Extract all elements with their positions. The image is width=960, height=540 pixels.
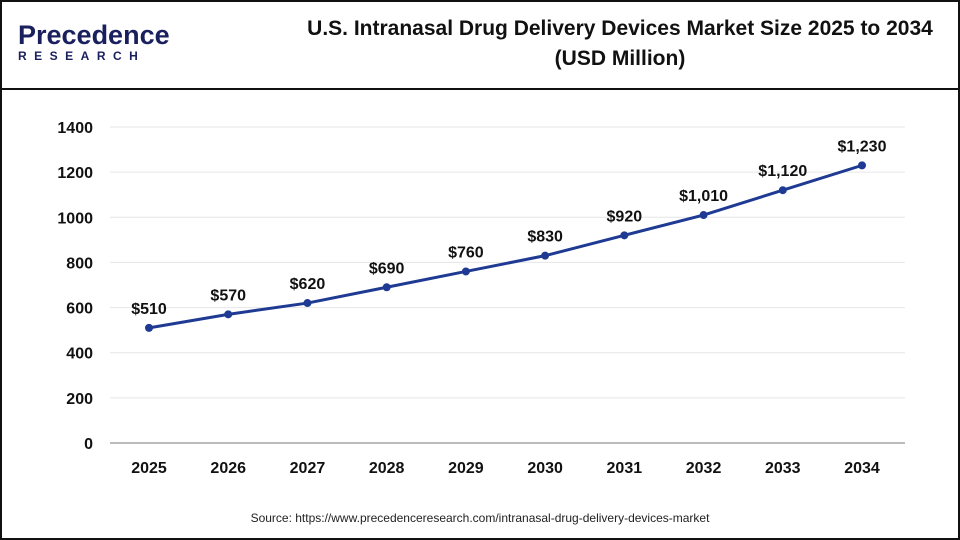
data-point [224, 310, 233, 319]
data-point [620, 231, 629, 240]
data-label: $1,010 [679, 188, 728, 205]
x-tick-label: 2032 [686, 460, 722, 477]
x-tick-label: 2027 [290, 460, 326, 477]
data-point [461, 267, 470, 276]
data-point [541, 251, 550, 260]
x-tick-label: 2028 [369, 460, 405, 477]
x-tick-label: 2031 [607, 460, 643, 477]
x-tick-label: 2026 [210, 460, 246, 477]
data-point [303, 299, 312, 308]
x-tick-label: 2025 [131, 460, 167, 477]
y-tick-label: 0 [84, 436, 93, 453]
data-point [858, 161, 866, 170]
logo-sub-text: RESEARCH [18, 49, 146, 63]
title-line-1: U.S. Intranasal Drug Delivery Devices Ma… [307, 17, 933, 40]
y-tick-label: 800 [66, 255, 93, 272]
y-tick-label: 600 [66, 301, 93, 318]
data-label: $1,230 [838, 138, 887, 155]
title-line-2: (USD Million) [554, 47, 686, 70]
data-label: $830 [527, 229, 563, 246]
data-point [382, 283, 391, 292]
logo-main-text: Precedence [18, 20, 170, 50]
source-note: Source: https://www.precedenceresearch.c… [250, 511, 710, 525]
data-label: $570 [210, 287, 246, 304]
y-tick-label: 200 [66, 391, 93, 408]
data-point [778, 186, 787, 195]
chart-title: U.S. Intranasal Drug Delivery Devices Ma… [300, 14, 940, 74]
data-point [145, 323, 153, 332]
data-label: $920 [607, 208, 643, 225]
x-tick-label: 2029 [448, 460, 484, 477]
x-tick-label: 2034 [844, 460, 880, 477]
logo: Precedence RESEARCH [18, 20, 170, 64]
y-tick-label: 1000 [57, 210, 93, 227]
header-divider [0, 88, 960, 90]
x-tick-label: 2030 [527, 460, 563, 477]
data-label: $760 [448, 244, 484, 261]
data-label: $620 [290, 276, 326, 293]
data-point [699, 211, 708, 220]
series-line [148, 163, 863, 330]
y-tick-label: 1400 [57, 120, 93, 137]
y-tick-label: 1200 [57, 165, 93, 182]
y-tick-label: 400 [66, 346, 93, 363]
data-label: $690 [369, 260, 405, 277]
data-label: $1,120 [758, 163, 807, 180]
x-tick-label: 2033 [765, 460, 801, 477]
data-label: $510 [131, 301, 167, 318]
